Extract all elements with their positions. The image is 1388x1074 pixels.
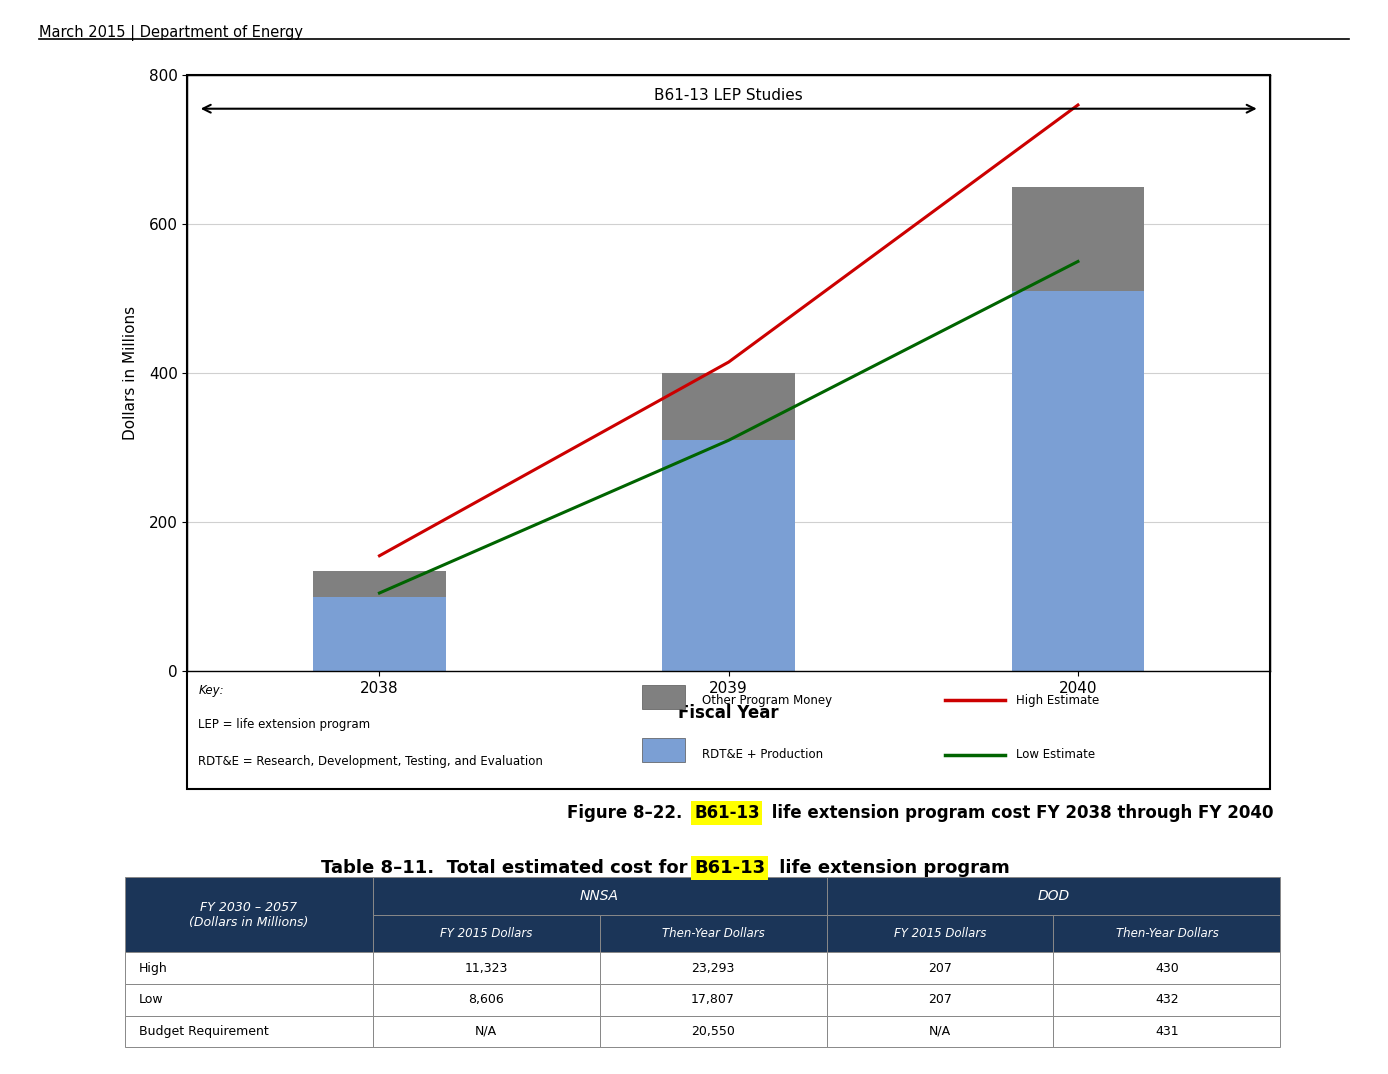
Text: B61-13: B61-13 <box>694 804 759 822</box>
Text: NNSA: NNSA <box>580 889 619 903</box>
Bar <box>826 1016 1053 1047</box>
Text: life extension program: life extension program <box>773 859 1010 876</box>
Bar <box>372 953 600 984</box>
Text: 430: 430 <box>1155 962 1178 975</box>
Text: Figure 8–22.: Figure 8–22. <box>568 804 694 822</box>
X-axis label: Fiscal Year: Fiscal Year <box>679 705 779 723</box>
Text: Budget Requirement: Budget Requirement <box>139 1025 268 1037</box>
Bar <box>600 1016 826 1047</box>
Bar <box>1053 953 1280 984</box>
Text: FY 2015 Dollars: FY 2015 Dollars <box>894 927 987 940</box>
Bar <box>125 953 372 984</box>
Text: Low: Low <box>139 993 164 1006</box>
Text: DOD: DOD <box>1037 889 1070 903</box>
Text: 432: 432 <box>1155 993 1178 1006</box>
FancyBboxPatch shape <box>643 684 686 709</box>
Bar <box>372 984 600 1016</box>
Bar <box>314 597 446 671</box>
Text: B61-13: B61-13 <box>694 859 765 876</box>
Text: Key:: Key: <box>198 684 223 697</box>
Bar <box>372 1016 600 1047</box>
Bar <box>125 984 372 1016</box>
Text: Then-Year Dollars: Then-Year Dollars <box>662 927 765 940</box>
Text: 20,550: 20,550 <box>691 1025 736 1037</box>
Bar <box>125 877 372 953</box>
Y-axis label: Dollars in Millions: Dollars in Millions <box>122 306 137 440</box>
Bar <box>826 953 1053 984</box>
Bar <box>1053 915 1280 953</box>
Text: Low Estimate: Low Estimate <box>1016 749 1095 761</box>
Text: Other Program Money: Other Program Money <box>701 694 831 707</box>
Text: 17,807: 17,807 <box>691 993 736 1006</box>
Text: 8,606: 8,606 <box>468 993 504 1006</box>
Text: N/A: N/A <box>475 1025 497 1037</box>
Bar <box>600 953 826 984</box>
Text: life extension program cost FY 2038 through FY 2040: life extension program cost FY 2038 thro… <box>766 804 1274 822</box>
Bar <box>662 374 795 440</box>
Bar <box>826 984 1053 1016</box>
Text: FY 2015 Dollars: FY 2015 Dollars <box>440 927 532 940</box>
Bar <box>826 877 1280 915</box>
Text: Table 8–11.  Total estimated cost for: Table 8–11. Total estimated cost for <box>321 859 694 876</box>
Bar <box>372 877 826 915</box>
Text: B61-13 LEP Studies: B61-13 LEP Studies <box>654 88 804 103</box>
Bar <box>1012 187 1144 291</box>
Bar <box>372 915 600 953</box>
Text: Then-Year Dollars: Then-Year Dollars <box>1116 927 1219 940</box>
Text: High: High <box>139 962 168 975</box>
Bar <box>1012 291 1144 671</box>
Bar <box>826 915 1053 953</box>
Bar <box>1053 1016 1280 1047</box>
Text: March 2015 | Department of Energy: March 2015 | Department of Energy <box>39 25 303 41</box>
Text: RDT&E + Production: RDT&E + Production <box>701 749 823 761</box>
Bar <box>314 570 446 597</box>
Text: 23,293: 23,293 <box>691 962 734 975</box>
Text: 11,323: 11,323 <box>465 962 508 975</box>
Text: RDT&E = Research, Development, Testing, and Evaluation: RDT&E = Research, Development, Testing, … <box>198 755 543 768</box>
Bar <box>1053 984 1280 1016</box>
Bar <box>600 984 826 1016</box>
Text: 431: 431 <box>1155 1025 1178 1037</box>
FancyBboxPatch shape <box>643 738 686 763</box>
Bar <box>600 915 826 953</box>
Text: 207: 207 <box>929 993 952 1006</box>
Bar <box>125 1016 372 1047</box>
Text: LEP = life extension program: LEP = life extension program <box>198 717 371 730</box>
Text: 207: 207 <box>929 962 952 975</box>
Text: High Estimate: High Estimate <box>1016 694 1099 707</box>
Bar <box>662 440 795 671</box>
Text: N/A: N/A <box>929 1025 951 1037</box>
Text: FY 2030 – 2057
(Dollars in Millions): FY 2030 – 2057 (Dollars in Millions) <box>189 901 308 929</box>
